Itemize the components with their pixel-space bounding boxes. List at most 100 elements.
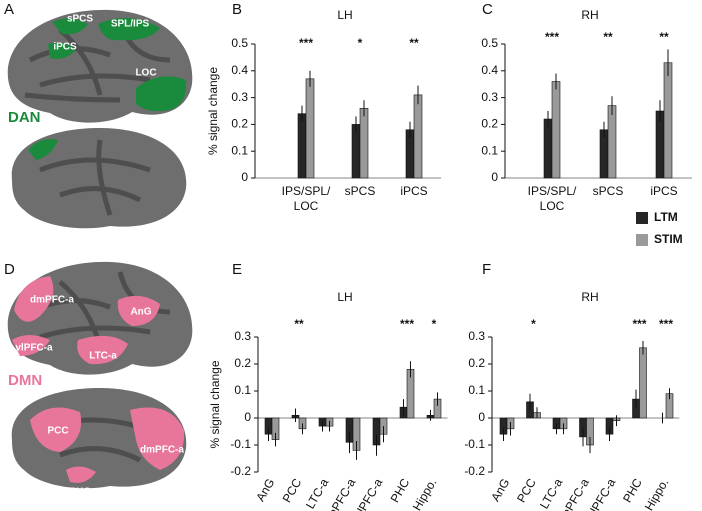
chart-title: LH (337, 290, 352, 304)
y-axis-label: % signal change (206, 67, 220, 155)
significance: ** (659, 30, 669, 44)
y-tick-label: 0.2 (231, 117, 248, 131)
region-label: LOC (135, 68, 156, 79)
y-tick-label: 0.3 (468, 329, 485, 343)
region-label: dmPFC-a (140, 445, 184, 456)
significance: *** (299, 36, 313, 50)
legend-label: LTM (654, 210, 678, 224)
y-tick-label: -0.1 (230, 437, 251, 451)
region (48, 17, 187, 112)
significance: ** (603, 30, 613, 44)
significance: *** (659, 317, 673, 331)
y-tick-label: 0.5 (231, 36, 248, 50)
significance: * (358, 36, 363, 50)
x-tick-label: Hippo. (410, 476, 439, 511)
brain-lateral-a (7, 9, 193, 123)
y-tick-label: -0.2 (230, 464, 251, 478)
y-tick-label: 0.4 (231, 63, 248, 77)
bar (305, 78, 315, 179)
legend-swatch (636, 234, 648, 246)
x-tick-label: sPCS (345, 184, 376, 198)
y-tick-label: 0.1 (481, 143, 498, 157)
region-label: vlPFC-a (15, 343, 53, 354)
significance: ** (294, 317, 304, 331)
significance: *** (545, 30, 559, 44)
chart-title: RH (581, 8, 598, 22)
significance: * (432, 317, 437, 331)
y-tick-label: 0.4 (481, 63, 498, 77)
region-label: AnG (130, 307, 151, 318)
bar (543, 118, 553, 179)
y-tick-label: 0.1 (468, 383, 485, 397)
x-tick-label: Hippo. (642, 476, 671, 511)
significance: * (531, 317, 536, 331)
y-tick-label: 0 (244, 410, 251, 424)
significance: *** (632, 317, 646, 331)
chart-title: RH (581, 290, 598, 304)
x-tick-label: iPCS (400, 184, 427, 198)
bar (639, 347, 647, 419)
bar (607, 105, 617, 179)
bar (359, 108, 369, 179)
panel-letter: F (482, 261, 491, 278)
x-tick-label: AnG (488, 476, 512, 504)
x-tick-label: LTC-a (537, 476, 566, 511)
region (30, 407, 185, 483)
y-tick-label: 0.2 (234, 356, 251, 370)
bar (297, 113, 307, 179)
x-tick-label: AnG (253, 476, 277, 504)
y-axis-label: % signal change (208, 360, 222, 448)
x-tick-label: IPS/SPL/LOC (528, 184, 577, 213)
x-tick-label: LTC-a (303, 476, 332, 511)
significance: ** (409, 36, 419, 50)
panel-letter: C (482, 1, 493, 18)
x-tick-label: IPS/SPL/LOC (282, 184, 331, 213)
region-label: dmPFC-a (30, 295, 74, 306)
x-tick-label: sPCS (593, 184, 624, 198)
panel-letter: D (4, 261, 15, 278)
bar (551, 81, 561, 179)
brain-lateral-d (7, 261, 193, 375)
panel-letter: E (232, 261, 242, 278)
panel-letter: A (4, 1, 14, 18)
y-tick-label: 0.3 (231, 90, 248, 104)
y-tick-label: 0 (491, 170, 498, 184)
region (28, 139, 58, 160)
significance: *** (400, 317, 414, 331)
panel-letter: B (232, 1, 242, 18)
region-label: sPCS (67, 14, 93, 25)
bar (663, 62, 673, 179)
x-tick-label: vlPFC-a (352, 476, 386, 511)
chart-title: LH (337, 8, 352, 22)
x-tick-label: PCC (280, 476, 305, 505)
x-tick-label: PHC (388, 476, 413, 505)
y-tick-label: 0.2 (481, 117, 498, 131)
region-label: PCC (47, 426, 68, 437)
region-label: SPL/IPS (111, 19, 150, 30)
bar (413, 94, 423, 179)
network-label: DAN (8, 109, 41, 126)
legend-swatch (636, 212, 648, 224)
y-tick-label: -0.1 (464, 437, 485, 451)
brain-medial-d (11, 388, 187, 489)
region (12, 276, 160, 365)
network-label: DMN (8, 372, 42, 389)
y-tick-label: 0 (478, 410, 485, 424)
region-label: LTC-a (89, 351, 117, 362)
y-tick-label: 0.1 (234, 383, 251, 397)
x-tick-label: vlPFC-a (585, 476, 619, 511)
y-tick-label: 0 (241, 170, 248, 184)
region-label: iPCS (53, 42, 77, 53)
region-label: PHC (69, 487, 90, 498)
y-tick-label: 0.3 (481, 90, 498, 104)
brain-medial-a (11, 128, 187, 229)
y-tick-label: 0.1 (231, 143, 248, 157)
y-tick-label: 0.2 (468, 356, 485, 370)
y-tick-label: 0.3 (234, 329, 251, 343)
x-tick-label: iPCS (650, 184, 677, 198)
x-tick-label: PHC (620, 476, 645, 505)
y-tick-label: 0.5 (481, 36, 498, 50)
legend-label: STIM (654, 232, 683, 246)
x-tick-label: PCC (514, 476, 539, 505)
